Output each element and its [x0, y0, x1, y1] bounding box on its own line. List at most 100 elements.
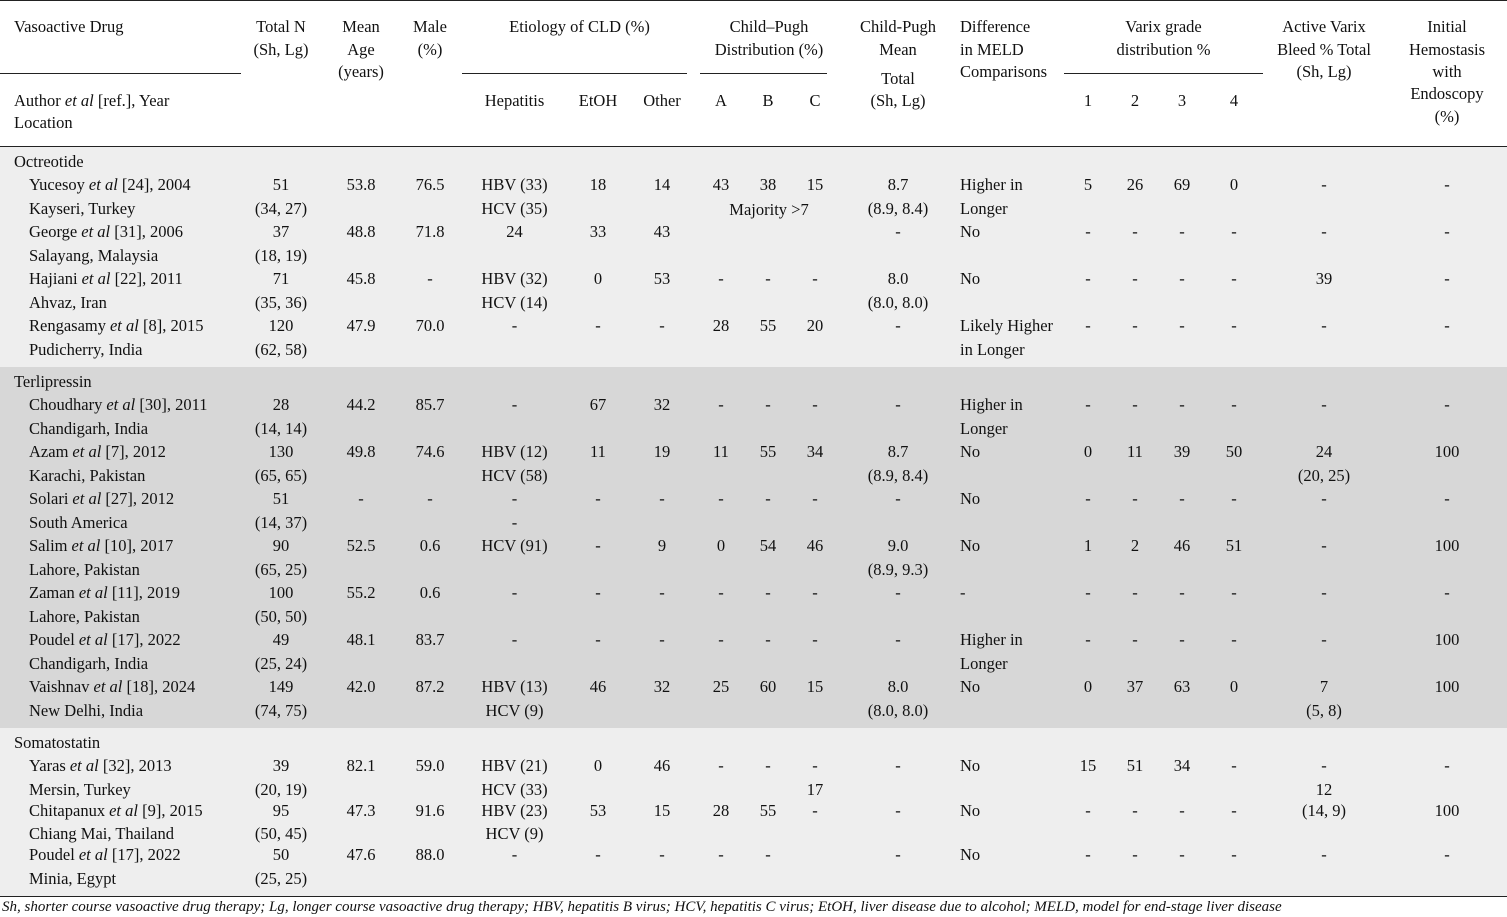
age-cell: 47.3 — [346, 800, 376, 820]
hep-cell: - — [511, 845, 518, 865]
table-footnote: Sh, shorter course vasoactive drug thera… — [2, 899, 1282, 915]
location-cell: Chandigarh, India — [29, 418, 149, 438]
cp-total-cell: 9.0 — [887, 536, 909, 556]
other-cell: 19 — [653, 442, 671, 462]
bleed-cell: - — [1321, 756, 1327, 776]
meld-cell: Higher in — [960, 630, 1023, 650]
n-cell: 130 — [268, 442, 294, 462]
v4-cell: - — [1231, 800, 1237, 820]
n-cell: 51 — [272, 175, 290, 195]
group-heading: Terlipressin — [14, 372, 92, 391]
header-bleed: Active Varix — [1282, 17, 1366, 36]
v2-cell: - — [1132, 269, 1138, 289]
group-heading: Octreotide — [14, 152, 84, 171]
et-al: et al — [88, 175, 118, 195]
header-vasoactive-drug: Vasoactive Drug — [14, 17, 124, 36]
cpc-cell: 20 — [806, 316, 824, 336]
author-ref: [17], 2022 — [107, 630, 181, 650]
male-cell: 91.6 — [415, 800, 445, 820]
etoh-cell: 11 — [590, 442, 606, 462]
bleed-cell: - — [1321, 395, 1327, 415]
hep-cell: - — [511, 316, 518, 336]
header-cp-dist-2: Distribution (%) — [714, 40, 824, 59]
header-hemostasis-4: Endoscopy — [1410, 84, 1484, 103]
male-cell: 83.7 — [415, 630, 445, 650]
n-split-cell: (14, 37) — [254, 512, 308, 532]
bleed2-cell: (5, 8) — [1306, 700, 1342, 720]
age-cell: 55.2 — [346, 583, 376, 603]
n-split-cell: (35, 36) — [254, 292, 308, 312]
hemo-cell: - — [1444, 175, 1450, 195]
other-cell: - — [659, 489, 665, 509]
cpb-cell: - — [765, 269, 771, 289]
v2-cell: 37 — [1126, 677, 1144, 697]
hep2-cell: HCV (35) — [481, 198, 548, 218]
hemo-cell: - — [1444, 222, 1450, 242]
header-bottom-rule — [0, 146, 1507, 147]
bleed-cell: 7 — [1319, 677, 1329, 697]
n-cell: 149 — [268, 677, 294, 697]
header-cp-total: Total — [881, 69, 915, 88]
cpb-cell: 60 — [759, 677, 777, 697]
age-cell: 52.5 — [346, 536, 376, 556]
age-cell: 82.1 — [346, 756, 376, 776]
v3-cell: 34 — [1173, 756, 1191, 776]
cpa-cell: 43 — [712, 175, 730, 195]
meld-cell: No — [960, 442, 981, 462]
meld-cell: No — [960, 756, 981, 776]
v4-cell: - — [1231, 630, 1237, 650]
other-cell: 32 — [653, 677, 671, 697]
header-mean-age: Mean — [342, 17, 380, 36]
location-cell: Salayang, Malaysia — [29, 245, 159, 265]
hep2-cell: HCV (58) — [481, 465, 548, 485]
header-hepatitis: Hepatitis — [484, 91, 545, 110]
header-cp-mean: Child-Pugh — [859, 17, 937, 36]
v2-cell: - — [1132, 222, 1138, 242]
male-cell: - — [427, 269, 433, 289]
cpb-cell: 55 — [759, 442, 777, 462]
n-split-cell: (50, 45) — [254, 824, 308, 844]
cpc-cell: - — [812, 395, 818, 415]
cpa-cell: - — [718, 583, 724, 603]
cp-total2-cell: (8.9, 8.4) — [867, 465, 929, 485]
author-ref: [8], 2015 — [138, 316, 204, 336]
author-name: Salim — [29, 536, 68, 556]
header-varix-4: 4 — [1229, 91, 1239, 110]
group-heading: Somatostatin — [14, 733, 101, 752]
author-cell: Poudel et al [17], 2022 — [29, 845, 181, 865]
author-name: Chitapanux — [29, 800, 106, 820]
male-cell: 70.0 — [415, 316, 445, 336]
cpb-cell: - — [765, 845, 771, 865]
v2-cell: 51 — [1126, 756, 1144, 776]
age-cell: 48.8 — [346, 222, 376, 242]
cpc-cell: 34 — [806, 442, 824, 462]
cpa-cell: - — [718, 269, 724, 289]
cpa-cell: 0 — [716, 536, 726, 556]
male-cell: 87.2 — [415, 677, 445, 697]
header-male-2: (%) — [417, 40, 443, 59]
cp-total-cell: - — [895, 222, 901, 242]
cp-total-cell: 8.7 — [887, 175, 909, 195]
cp-total-cell: 8.0 — [887, 269, 909, 289]
hemo-cell: 100 — [1434, 677, 1460, 697]
etoh-cell: - — [595, 630, 601, 650]
etoh-cell: - — [595, 536, 601, 556]
hep-cell: - — [511, 583, 518, 603]
cpa-cell: 28 — [712, 316, 730, 336]
author-ref: [17], 2022 — [107, 845, 181, 865]
header-etiology: Etiology of CLD (%) — [509, 17, 650, 36]
et-al: et al — [106, 395, 136, 415]
n-cell: 37 — [272, 222, 290, 242]
cp-total-cell: - — [895, 845, 901, 865]
v2-cell: - — [1132, 395, 1138, 415]
hemo-cell: - — [1444, 756, 1450, 776]
location-cell: New Delhi, India — [29, 700, 144, 720]
cp-total-cell: - — [895, 489, 901, 509]
other-cell: 43 — [653, 222, 671, 242]
male-cell: 88.0 — [415, 845, 445, 865]
author-ref: [11], 2019 — [107, 583, 180, 603]
v1-cell: 0 — [1083, 677, 1093, 697]
hemo-cell: 100 — [1434, 630, 1460, 650]
age-cell: 53.8 — [346, 175, 376, 195]
header-varix-2: distribution % — [1116, 40, 1211, 59]
